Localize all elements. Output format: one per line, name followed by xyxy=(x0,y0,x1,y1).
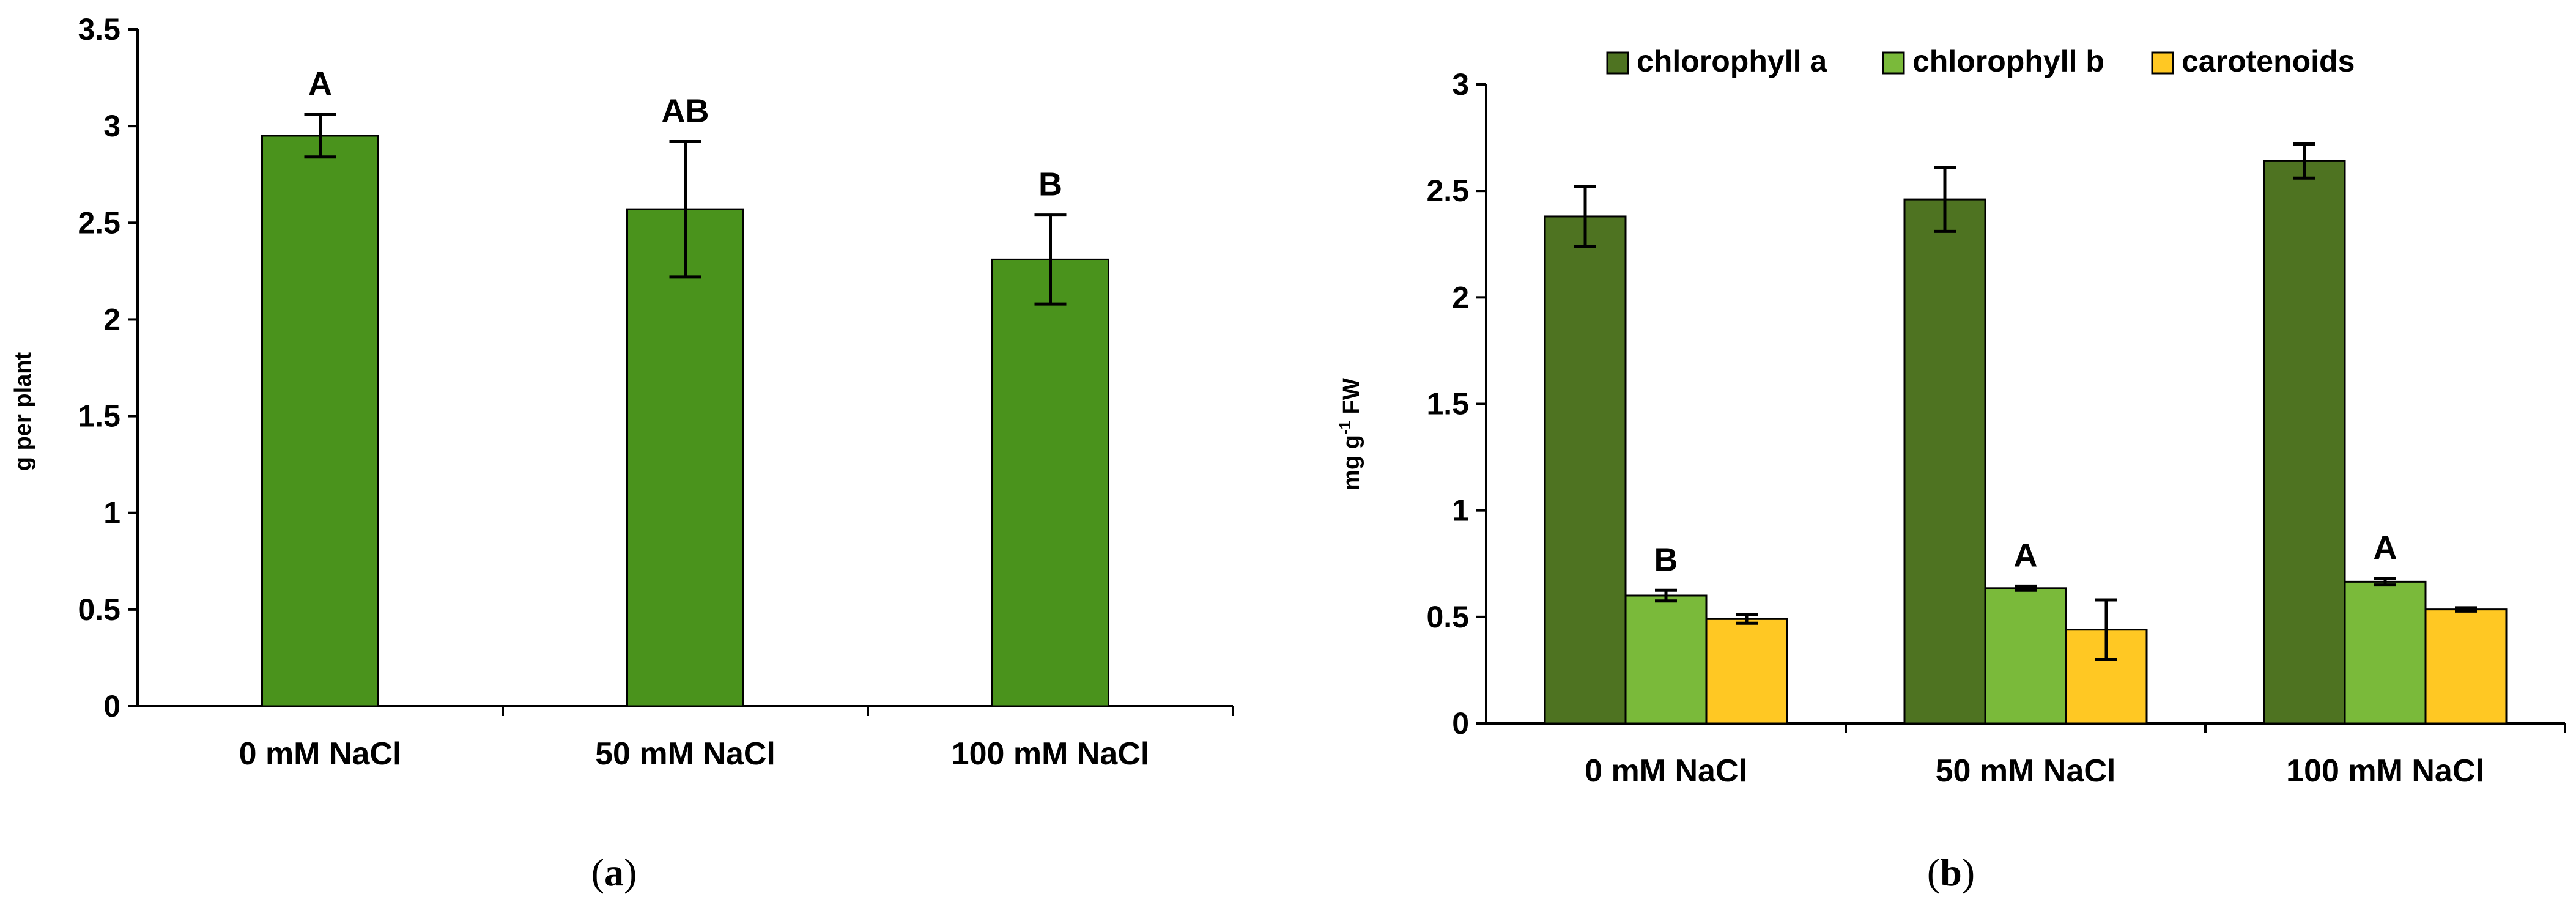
chart-a-y-tick-label: 0 xyxy=(103,689,120,723)
chart-a: g per plant 0 0.5 1 1.5 2 2.5 3 3.5 0 mM NaCl 50 … xyxy=(10,12,1234,772)
chart-b-y-tick-label: 2.5 xyxy=(1426,174,1469,208)
chart-b-legend-swatch xyxy=(2151,51,2174,75)
chart-b-legend-label: chlorophyll a xyxy=(1637,44,1827,78)
panel-b-label: (b) xyxy=(1927,851,1975,894)
chart-a-y-tick-label: 1.5 xyxy=(78,399,120,434)
chart-b-bar xyxy=(2263,160,2346,725)
chart-a-y-tick-label: 1 xyxy=(103,496,120,530)
chart-b-legend-label: carotenoids xyxy=(2182,44,2355,78)
chart-b-legend-label: chlorophyll b xyxy=(1912,44,2104,78)
chart-a-y-tick-label: 3.5 xyxy=(78,12,120,46)
chart-b-y-axis-label: mg g-1 FW xyxy=(1336,378,1364,490)
chart-b-x-tick-label: 50 mM NaCl xyxy=(1936,753,2116,789)
chart-b-x-tick-label: 100 mM NaCl xyxy=(2286,753,2484,789)
chart-b-y-tick-label: 1.5 xyxy=(1426,387,1469,421)
chart-a-bar xyxy=(991,258,1109,707)
chart-b-y-tick-label: 0.5 xyxy=(1426,600,1469,634)
chart-b-y-tick-label: 3 xyxy=(1452,67,1469,102)
chart-a-x-tick-label: 50 mM NaCl xyxy=(595,736,775,772)
chart-a-y-tick-label: 0.5 xyxy=(78,593,120,627)
chart-a-significance-label: A xyxy=(308,65,332,102)
chart-b-bar xyxy=(2344,580,2427,725)
chart-a-significance-label: B xyxy=(1038,166,1062,203)
panel-a-label: (a) xyxy=(591,851,637,894)
chart-b-bar xyxy=(1544,215,1627,725)
chart-b-legend-swatch xyxy=(1882,51,1905,75)
chart-b-bar xyxy=(1624,594,1708,725)
chart-b: chlorophyll a chlorophyll b carotenoids mg… xyxy=(1336,44,2566,789)
chart-b-legend-swatch xyxy=(1606,51,1629,75)
chart-b-x-tick-label: 0 mM NaCl xyxy=(1585,753,1747,789)
chart-b-significance-label: A xyxy=(2014,537,2038,574)
chart-a-y-tick-label: 3 xyxy=(103,109,120,143)
chart-b-y-tick-label: 0 xyxy=(1452,706,1469,741)
chart-a-bar xyxy=(626,208,744,707)
chart-a-y-tick-label: 2.5 xyxy=(78,205,120,240)
chart-a-significance-label: AB xyxy=(662,92,709,129)
chart-b-bar xyxy=(1984,587,2067,725)
chart-b-significance-label: A xyxy=(2374,530,2397,566)
chart-a-y-tick-label: 2 xyxy=(103,302,120,336)
chart-a-x-tick-label: 0 mM NaCl xyxy=(239,736,402,772)
chart-b-y-tick-label: 2 xyxy=(1452,280,1469,314)
chart-b-significance-label: B xyxy=(1654,541,1678,578)
chart-b-bar xyxy=(2424,608,2508,725)
chart-b-y-tick-label: 1 xyxy=(1452,493,1469,528)
chart-a-x-tick-label: 100 mM NaCl xyxy=(952,736,1150,772)
chart-b-legend: chlorophyll a chlorophyll b carotenoids xyxy=(1606,44,2355,78)
chart-a-bar xyxy=(261,135,379,707)
chart-a-y-axis-label: g per plant xyxy=(10,352,36,471)
chart-b-bar xyxy=(1903,198,1986,725)
chart-b-bar xyxy=(1705,618,1788,725)
